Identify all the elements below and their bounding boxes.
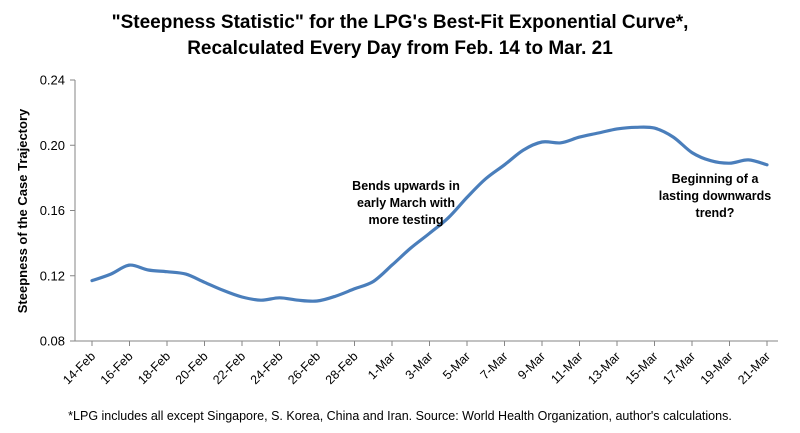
annotation-line: trend? [696,206,735,220]
annotation-text: Beginning of a lasting downwards trend? [659,172,772,220]
x-tick-label: 7-Mar [478,349,511,382]
y-tick-label: 0.16 [40,203,65,218]
chart-axes [70,79,778,346]
x-tick-label: 9-Mar [515,349,548,382]
series-lines [90,125,769,303]
x-tick-label: 5-Mar [440,349,473,382]
annotation-text: Bends upwards in early March with more tes… [352,179,460,227]
y-tick-label: 0.24 [40,73,65,88]
x-tick-label: 28-Feb [323,349,361,387]
y-tick-label: 0.08 [40,334,65,349]
y-axis-label: Steepness of the Case Trajectory [15,108,30,313]
chart-title-line-2: Recalculated Every Day from Feb. 14 to M… [187,38,613,59]
series-line [90,125,769,303]
x-tick-label: 20-Feb [173,349,211,387]
annotations: Bends upwards in early March with more tes… [352,172,771,227]
x-tick-label: 1-Mar [365,349,398,382]
x-tick-label: 11-Mar [548,349,585,386]
y-tick-label: 0.20 [40,138,65,153]
x-tick-label: 3-Mar [403,349,436,382]
x-tick-label: 18-Feb [135,349,173,387]
footnote: *LPG includes all except Singapore, S. K… [68,409,732,423]
x-tick-label: 22-Feb [210,349,248,387]
annotation-line: early March with [357,196,455,210]
x-tick-label: 16-Feb [98,349,136,387]
x-tick-label: 14-Feb [60,349,98,387]
y-tick-label: 0.12 [40,268,65,283]
x-tick-label: 15-Mar [623,349,661,387]
chart-title: "Steepness Statistic" for the LPG's Best… [0,10,800,62]
x-tick-labels: 14-Feb 16-Feb 18-Feb 20-Feb 22-Feb 24-Feb 26-F… [60,349,773,387]
annotation-line: more testing [368,213,443,227]
chart-title-line-1: "Steepness Statistic" for the LPG's Best… [111,12,689,33]
x-tick-label: 24-Feb [248,349,286,387]
x-tick-label: 19-Mar [698,349,736,387]
annotation-line: Bends upwards in [352,179,460,193]
annotation-line: lasting downwards [659,189,772,203]
x-tick-label: 21-Mar [735,349,773,387]
x-tick-label: 13-Mar [585,349,623,387]
y-tick-labels: 0.08 0.12 0.16 0.20 0.24 [40,73,65,349]
annotation-line: Beginning of a [672,172,760,186]
x-tick-label: 26-Feb [285,349,323,387]
x-tick-label: 17-Mar [660,349,698,387]
